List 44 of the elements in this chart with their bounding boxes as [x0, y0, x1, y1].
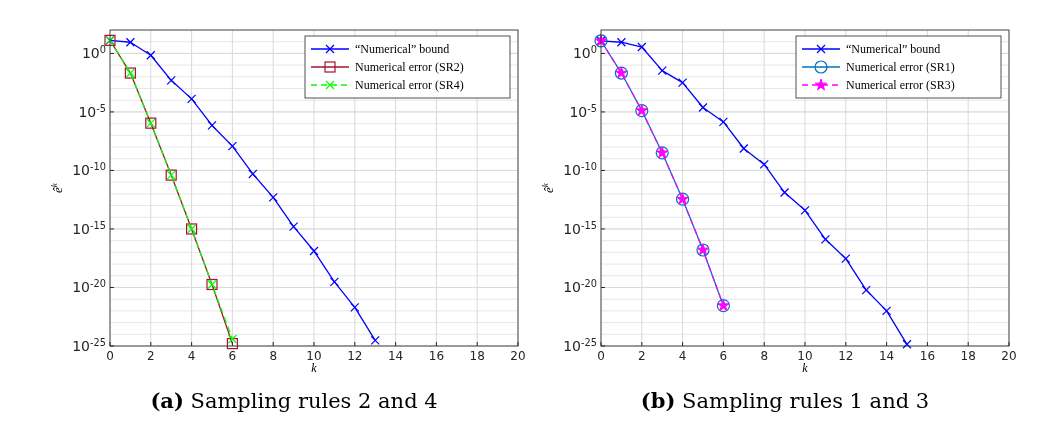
y-tick-label: 10$^{0}$	[81, 43, 106, 62]
x-tick-label: 4	[187, 349, 196, 363]
x-tick-label: 20	[510, 349, 526, 363]
x-tick-label: 8	[760, 349, 769, 363]
x-tick-label: 0	[597, 349, 605, 363]
x-tick-label: 6	[719, 349, 728, 363]
text: (b) Sampling rules 1 and 3	[640, 388, 930, 413]
y-tick-label: 10$^{-20}$	[563, 277, 597, 296]
x-tick-label: 0	[106, 349, 114, 363]
x-axis-title: k	[802, 361, 809, 375]
legend-label: Numerical error (SR3)	[846, 78, 955, 92]
x-tick-label: 12	[838, 349, 854, 363]
x-tick-label: 14	[878, 349, 895, 363]
text: (a) Sampling rules 2 and 4	[150, 388, 438, 413]
x-tick-label: 20	[1001, 349, 1017, 363]
x-tick-label: 2	[637, 349, 646, 363]
y-tick-label: 10$^{0}$	[572, 43, 597, 62]
x-tick-label: 2	[146, 349, 155, 363]
x-tick-label: 18	[960, 349, 976, 363]
y-tick-label: 10$^{-25}$	[563, 336, 597, 354]
y-tick-label: 10$^{-15}$	[72, 219, 106, 237]
y-tick-label: 10$^{-10}$	[563, 160, 597, 179]
y-tick-label: 10$^{-5}$	[569, 102, 597, 120]
x-tick-label: 6	[228, 349, 237, 363]
x-tick-label: 16	[919, 349, 936, 363]
legend-label: Numerical error (SR2)	[355, 60, 464, 74]
legend-label: Numerical error (SR4)	[355, 78, 464, 92]
legend-label: Numerical error (SR1)	[846, 60, 955, 74]
x-tick-label: 10	[306, 349, 322, 363]
y-tick-label: 10$^{-10}$	[72, 160, 106, 179]
legend-label: “Numerical” bound	[846, 42, 941, 56]
y-tick-label: 10$^{-25}$	[72, 336, 106, 354]
y-tick-label: 10$^{-5}$	[78, 102, 106, 120]
x-axis-title: k	[311, 361, 318, 375]
x-tick-label: 8	[269, 349, 278, 363]
x-tick-label: 10	[797, 349, 813, 363]
y-tick-label: 10$^{-15}$	[563, 219, 597, 237]
x-tick-label: 16	[428, 349, 445, 363]
legend-label: “Numerical” bound	[355, 42, 450, 56]
x-tick-label: 4	[678, 349, 687, 363]
x-tick-label: 14	[387, 349, 404, 363]
y-tick-label: 10$^{-20}$	[72, 277, 106, 296]
x-tick-label: 18	[469, 349, 485, 363]
x-tick-label: 12	[347, 349, 363, 363]
